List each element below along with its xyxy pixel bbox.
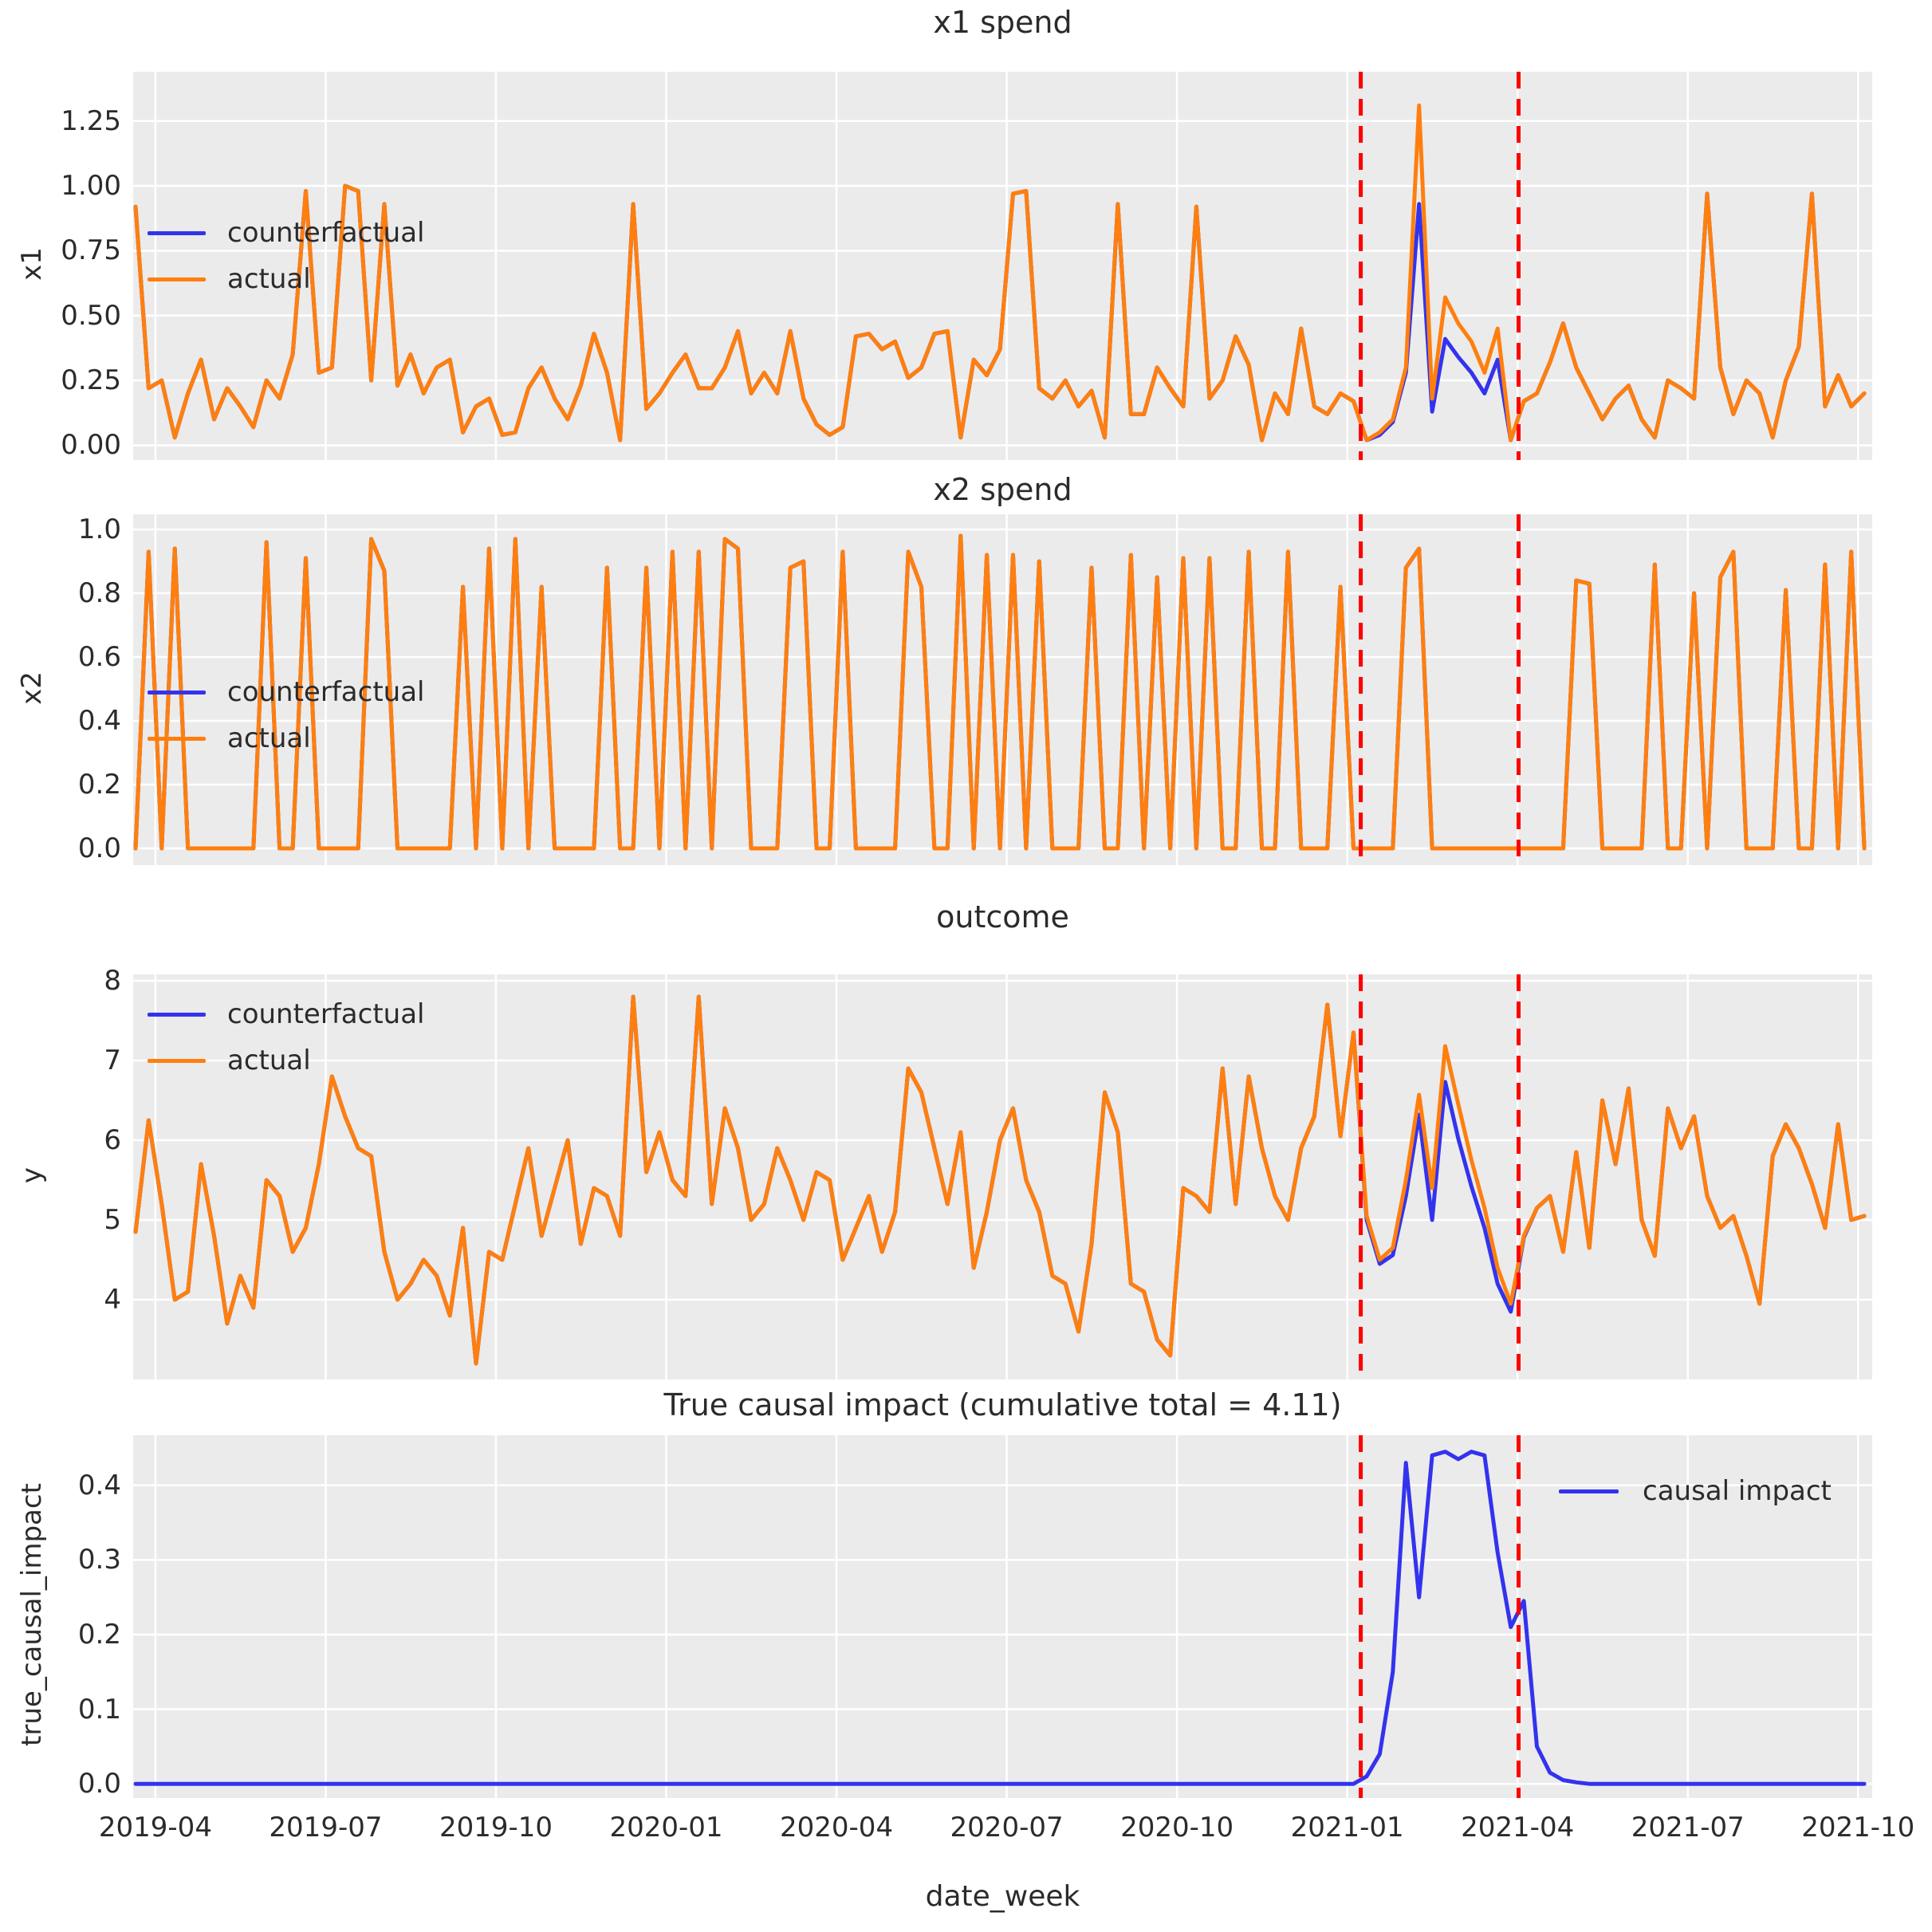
- x-tick-label: 2020-07: [950, 1812, 1064, 1843]
- y-tick-label: 0.8: [77, 577, 121, 609]
- x-tick-label: 2020-10: [1120, 1812, 1234, 1843]
- x-tick-label: 2019-04: [98, 1812, 212, 1843]
- y-tick-label: 0.2: [77, 769, 121, 801]
- x-tick-label: 2019-10: [439, 1812, 553, 1843]
- x-tick-label: 2020-01: [609, 1812, 723, 1843]
- legend-label: causal impact: [1643, 1475, 1832, 1507]
- x-tick-label: 2021-04: [1461, 1812, 1575, 1843]
- x-tick-label: 2021-10: [1801, 1812, 1915, 1843]
- y-tick-label: 0.6: [77, 641, 121, 673]
- axes-background: [133, 974, 1872, 1379]
- chart-plot-area: [133, 514, 1872, 865]
- x-tick-label: 2021-07: [1631, 1812, 1745, 1843]
- y-tick-label: 0.3: [77, 1544, 121, 1576]
- chart-plot-area: [133, 1435, 1872, 1798]
- series-line-actual: [133, 103, 1867, 443]
- y-tick-label: 0.4: [77, 705, 121, 737]
- subplot-title-causal-impact: True causal impact (cumulative total = 4…: [663, 1387, 1342, 1422]
- y-tick-label: 0.25: [61, 364, 121, 397]
- series-line-actual: [133, 533, 1867, 851]
- y-tick-label: 0.75: [61, 234, 121, 267]
- legend-line-swatch: [1559, 1489, 1619, 1493]
- y-tick-label: 0.00: [61, 429, 121, 462]
- legend-label: actual: [227, 1045, 311, 1076]
- y-tick-label: 8: [104, 965, 121, 997]
- legend-label: actual: [227, 722, 311, 754]
- legend-line-swatch: [148, 231, 206, 235]
- x-tick-label: 2020-04: [780, 1812, 894, 1843]
- y-tick-label: 0.50: [61, 299, 121, 332]
- axes-x1-spend: counterfactual actual: [133, 72, 1872, 460]
- y-tick-label: 1.0: [77, 513, 121, 545]
- y-tick-label: 0.4: [77, 1469, 121, 1501]
- legend-label: actual: [227, 263, 311, 295]
- y-tick-label: 6: [104, 1124, 121, 1156]
- legend-line-swatch: [148, 737, 206, 741]
- series-line-actual: [133, 994, 1867, 1366]
- legend-label: counterfactual: [227, 998, 425, 1030]
- series-line-causal-impact: [133, 1450, 1867, 1786]
- y-tick-label: 0.1: [77, 1693, 121, 1725]
- axes-background: [133, 72, 1872, 460]
- x-tick-label: 2021-01: [1290, 1812, 1404, 1843]
- legend-line-swatch: [148, 691, 206, 694]
- axes-causal-impact: causal impact: [133, 1435, 1872, 1798]
- y-tick-label: 5: [104, 1204, 121, 1236]
- y-tick-label: 4: [104, 1284, 121, 1316]
- subplot-title-x1-spend: x1 spend: [933, 5, 1072, 40]
- subplot-title-x2-spend: x2 spend: [933, 472, 1072, 507]
- y-tick-label: 7: [104, 1045, 121, 1076]
- subplot-title-outcome: outcome: [936, 899, 1069, 935]
- legend-label: counterfactual: [227, 676, 425, 708]
- y-axis-label-y: y: [16, 1167, 48, 1184]
- axes-x2-spend: counterfactual actual: [133, 514, 1872, 865]
- x-tick-label: 2019-07: [269, 1812, 383, 1843]
- y-tick-label: 0.0: [77, 1768, 121, 1800]
- legend-label: counterfactual: [227, 217, 425, 249]
- legend-line-swatch: [148, 277, 206, 281]
- chart-plot-area: [133, 72, 1872, 460]
- chart-plot-area: [133, 974, 1872, 1379]
- y-tick-label: 0.2: [77, 1618, 121, 1651]
- legend-line-swatch: [148, 1013, 206, 1017]
- x-axis-label: date_week: [925, 1880, 1080, 1913]
- y-tick-label: 1.25: [61, 104, 121, 137]
- legend-line-swatch: [148, 1059, 206, 1063]
- y-tick-label: 1.00: [61, 170, 121, 203]
- axes-outcome: counterfactual actual: [133, 974, 1872, 1379]
- y-tick-label: 0.0: [77, 832, 121, 864]
- axes-background: [133, 1435, 1872, 1798]
